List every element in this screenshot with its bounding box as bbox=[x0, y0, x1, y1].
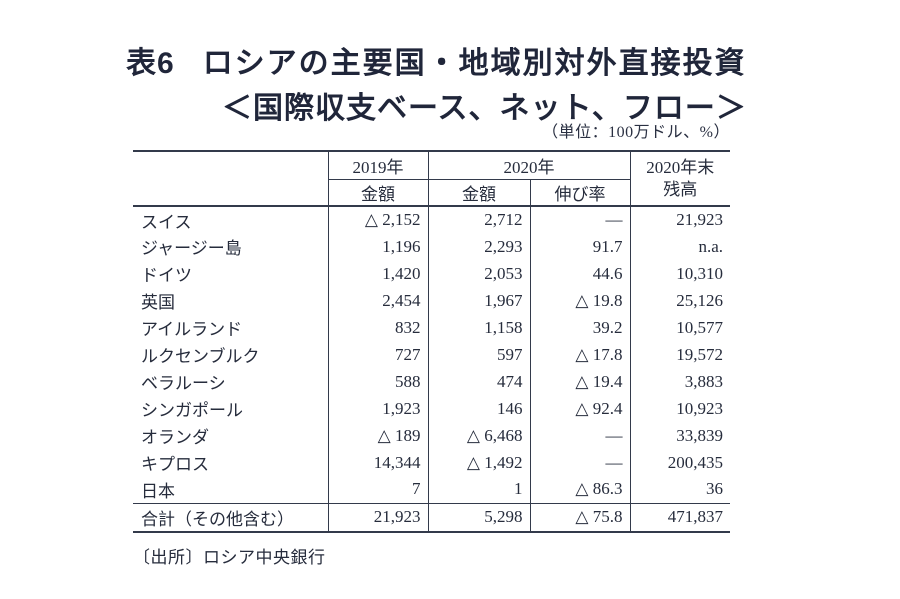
table-row: ルクセンブルク 727 597 △ 17.8 19,572 bbox=[133, 341, 730, 368]
country-name: ルクセンブルク bbox=[141, 347, 260, 366]
growth-rate: △ 19.4 bbox=[529, 368, 630, 395]
growth-rate: — bbox=[529, 422, 630, 449]
country-name: ベラルーシ bbox=[141, 374, 226, 393]
amount-2019: 7 bbox=[327, 476, 428, 503]
amount-2020: 1,967 bbox=[427, 287, 530, 314]
table-total-row: 合計（その他含む） 21,923 5,298 △ 75.8 471,837 bbox=[133, 502, 730, 533]
header-2020: 2020年 bbox=[427, 150, 630, 180]
table-title-text: ロシアの主要国・地域別対外直接投資 bbox=[202, 47, 747, 80]
country-name: ドイツ bbox=[141, 266, 192, 285]
amount-2020: 146 bbox=[427, 395, 530, 422]
balance: 10,923 bbox=[629, 395, 730, 422]
country-name: 英国 bbox=[141, 293, 175, 312]
total-amount-2019: 21,923 bbox=[327, 502, 428, 533]
table-row: 日本 7 1 △ 86.3 36 bbox=[133, 476, 730, 503]
balance: 10,577 bbox=[629, 314, 730, 341]
growth-rate: △ 17.8 bbox=[529, 341, 630, 368]
total-balance: 471,837 bbox=[629, 502, 730, 533]
table-subtitle: ＜国際収支ベース、ネット、フロー＞ bbox=[222, 92, 747, 125]
total-amount-2020: 5,298 bbox=[427, 502, 530, 533]
growth-rate: △ 92.4 bbox=[529, 395, 630, 422]
growth-rate: △ 19.8 bbox=[529, 287, 630, 314]
table-row: オランダ △ 189 △ 6,468 — 33,839 bbox=[133, 422, 730, 449]
table-row: キプロス 14,344 △ 1,492 — 200,435 bbox=[133, 449, 730, 476]
amount-2020: 2,053 bbox=[427, 260, 530, 287]
amount-2020: △ 6,468 bbox=[427, 422, 530, 449]
amount-2019: 2,454 bbox=[327, 287, 428, 314]
header-country-blank bbox=[133, 150, 328, 207]
unit-note: （単位：100万ドル、%） bbox=[542, 124, 730, 141]
amount-2019: △ 2,152 bbox=[327, 206, 428, 233]
amount-2019: 1,923 bbox=[327, 395, 428, 422]
amount-2019: 832 bbox=[327, 314, 428, 341]
balance: 21,923 bbox=[629, 206, 730, 233]
balance: 10,310 bbox=[629, 260, 730, 287]
amount-2019: 1,196 bbox=[327, 233, 428, 260]
country-name: ジャージー島 bbox=[141, 239, 242, 258]
amount-2019: 588 bbox=[327, 368, 428, 395]
header-amount-2020: 金額 bbox=[427, 179, 530, 207]
country-name: シンガポール bbox=[141, 401, 243, 420]
growth-rate: 44.6 bbox=[529, 260, 630, 287]
header-balance-line2: 残高 bbox=[663, 179, 698, 199]
table-row: シンガポール 1,923 146 △ 92.4 10,923 bbox=[133, 395, 730, 422]
amount-2019: 1,420 bbox=[327, 260, 428, 287]
amount-2020: △ 1,492 bbox=[427, 449, 530, 476]
table-body: スイス △ 2,152 2,712 — 21,923 ジャージー島 1,196 … bbox=[133, 206, 730, 533]
header-2019: 2019年 bbox=[327, 150, 428, 180]
table-number: 表6 bbox=[126, 47, 175, 80]
growth-rate: △ 86.3 bbox=[529, 476, 630, 503]
table-row: ベラルーシ 588 474 △ 19.4 3,883 bbox=[133, 368, 730, 395]
amount-2019: △ 189 bbox=[327, 422, 428, 449]
growth-rate: — bbox=[529, 449, 630, 476]
table-row: スイス △ 2,152 2,712 — 21,923 bbox=[133, 206, 730, 233]
table-row: 英国 2,454 1,967 △ 19.8 25,126 bbox=[133, 287, 730, 314]
total-growth-rate: △ 75.8 bbox=[529, 502, 630, 533]
table-row: アイルランド 832 1,158 39.2 10,577 bbox=[133, 314, 730, 341]
table-row: ドイツ 1,420 2,053 44.6 10,310 bbox=[133, 260, 730, 287]
header-amount-2019: 金額 bbox=[327, 179, 428, 207]
country-name: キプロス bbox=[141, 455, 209, 474]
balance: 200,435 bbox=[629, 449, 730, 476]
balance: 3,883 bbox=[629, 368, 730, 395]
header-balance-line1: 2020年末 bbox=[646, 158, 715, 178]
amount-2020: 1,158 bbox=[427, 314, 530, 341]
growth-rate: — bbox=[529, 206, 630, 233]
country-name: オランダ bbox=[141, 428, 209, 447]
table-header: 2019年 2020年 2020年末 残高 金額 金額 伸び率 bbox=[133, 150, 730, 207]
amount-2020: 1 bbox=[427, 476, 530, 503]
source-note: 〔出所〕ロシア中央銀行 bbox=[133, 548, 326, 567]
country-name: 日本 bbox=[141, 481, 175, 501]
table-title: 表6 ロシアの主要国・地域別対外直接投資 bbox=[126, 38, 747, 82]
balance: 25,126 bbox=[629, 287, 730, 314]
header-growth-rate: 伸び率 bbox=[529, 179, 630, 207]
table-row: ジャージー島 1,196 2,293 91.7 n.a. bbox=[133, 233, 730, 260]
header-balance: 2020年末 残高 bbox=[629, 150, 730, 207]
country-name: アイルランド bbox=[141, 320, 243, 339]
balance: 33,839 bbox=[629, 422, 730, 449]
total-label: 合計（その他含む） bbox=[133, 502, 328, 533]
amount-2020: 2,712 bbox=[427, 206, 530, 233]
country-name: スイス bbox=[141, 212, 192, 232]
growth-rate: 91.7 bbox=[529, 233, 630, 260]
amount-2020: 2,293 bbox=[427, 233, 530, 260]
amount-2019: 727 bbox=[327, 341, 428, 368]
balance: n.a. bbox=[629, 233, 730, 260]
fdi-table: 2019年 2020年 2020年末 残高 金額 金額 伸び率 スイス △ 2,… bbox=[133, 150, 730, 533]
amount-2019: 14,344 bbox=[327, 449, 428, 476]
growth-rate: 39.2 bbox=[529, 314, 630, 341]
amount-2020: 597 bbox=[427, 341, 530, 368]
balance: 36 bbox=[629, 476, 730, 503]
amount-2020: 474 bbox=[427, 368, 530, 395]
balance: 19,572 bbox=[629, 341, 730, 368]
